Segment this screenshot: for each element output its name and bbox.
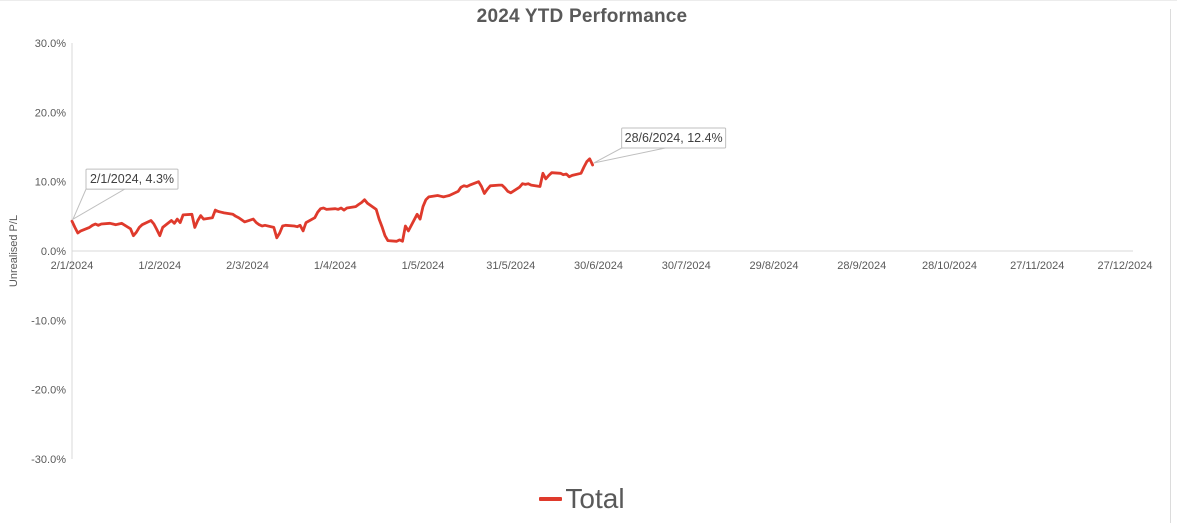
y-tick-label: -20.0% (31, 385, 66, 397)
x-tick-label: 1/5/2024 (402, 260, 445, 272)
annotation-leader (593, 147, 666, 164)
line-chart-plot-area: 30.0% 20.0% 10.0% 0.0% -10.0% -20.0% -30.0% 2/1… (31, 38, 1152, 466)
chart-legend: Total (0, 477, 1164, 521)
y-tick-label: 10.0% (35, 177, 66, 189)
chart-title: 2024 YTD Performance (476, 6, 688, 27)
x-tick-label: 31/5/2024 (486, 260, 535, 272)
x-tick-label: 28/10/2024 (922, 260, 977, 272)
y-tick-label: 0.0% (41, 246, 66, 258)
x-tick-label: 1/2/2024 (138, 260, 181, 272)
y-tick-label: 30.0% (35, 38, 66, 50)
window-right-border (1170, 9, 1171, 523)
x-tick-label: 29/8/2024 (750, 260, 799, 272)
x-tick-label: 30/7/2024 (662, 260, 711, 272)
annotation-box (85, 168, 179, 190)
legend-line-swatch (539, 497, 563, 501)
x-tick-label: 30/6/2024 (574, 260, 623, 272)
annotation-box (621, 127, 727, 149)
annotation-label: 28/6/2024, 12.4% (625, 131, 723, 145)
legend-label: Total (565, 483, 625, 514)
y-tick-label: -10.0% (31, 315, 66, 327)
x-tick-label: 27/11/2024 (1010, 260, 1064, 272)
x-tick-label: 28/9/2024 (837, 260, 886, 272)
x-tick-label: 27/12/2024 (1097, 260, 1152, 272)
x-tick-label: 2/1/2024 (51, 260, 94, 272)
x-tick-label: 2/3/2024 (226, 260, 269, 272)
annotation-leader (71, 188, 127, 221)
y-tick-label: 20.0% (35, 107, 66, 119)
total-series-line (70, 157, 594, 243)
annotation-label: 2/1/2024, 4.3% (90, 172, 174, 186)
y-tick-label: -30.0% (31, 454, 66, 466)
x-tick-label: 1/4/2024 (314, 260, 357, 272)
